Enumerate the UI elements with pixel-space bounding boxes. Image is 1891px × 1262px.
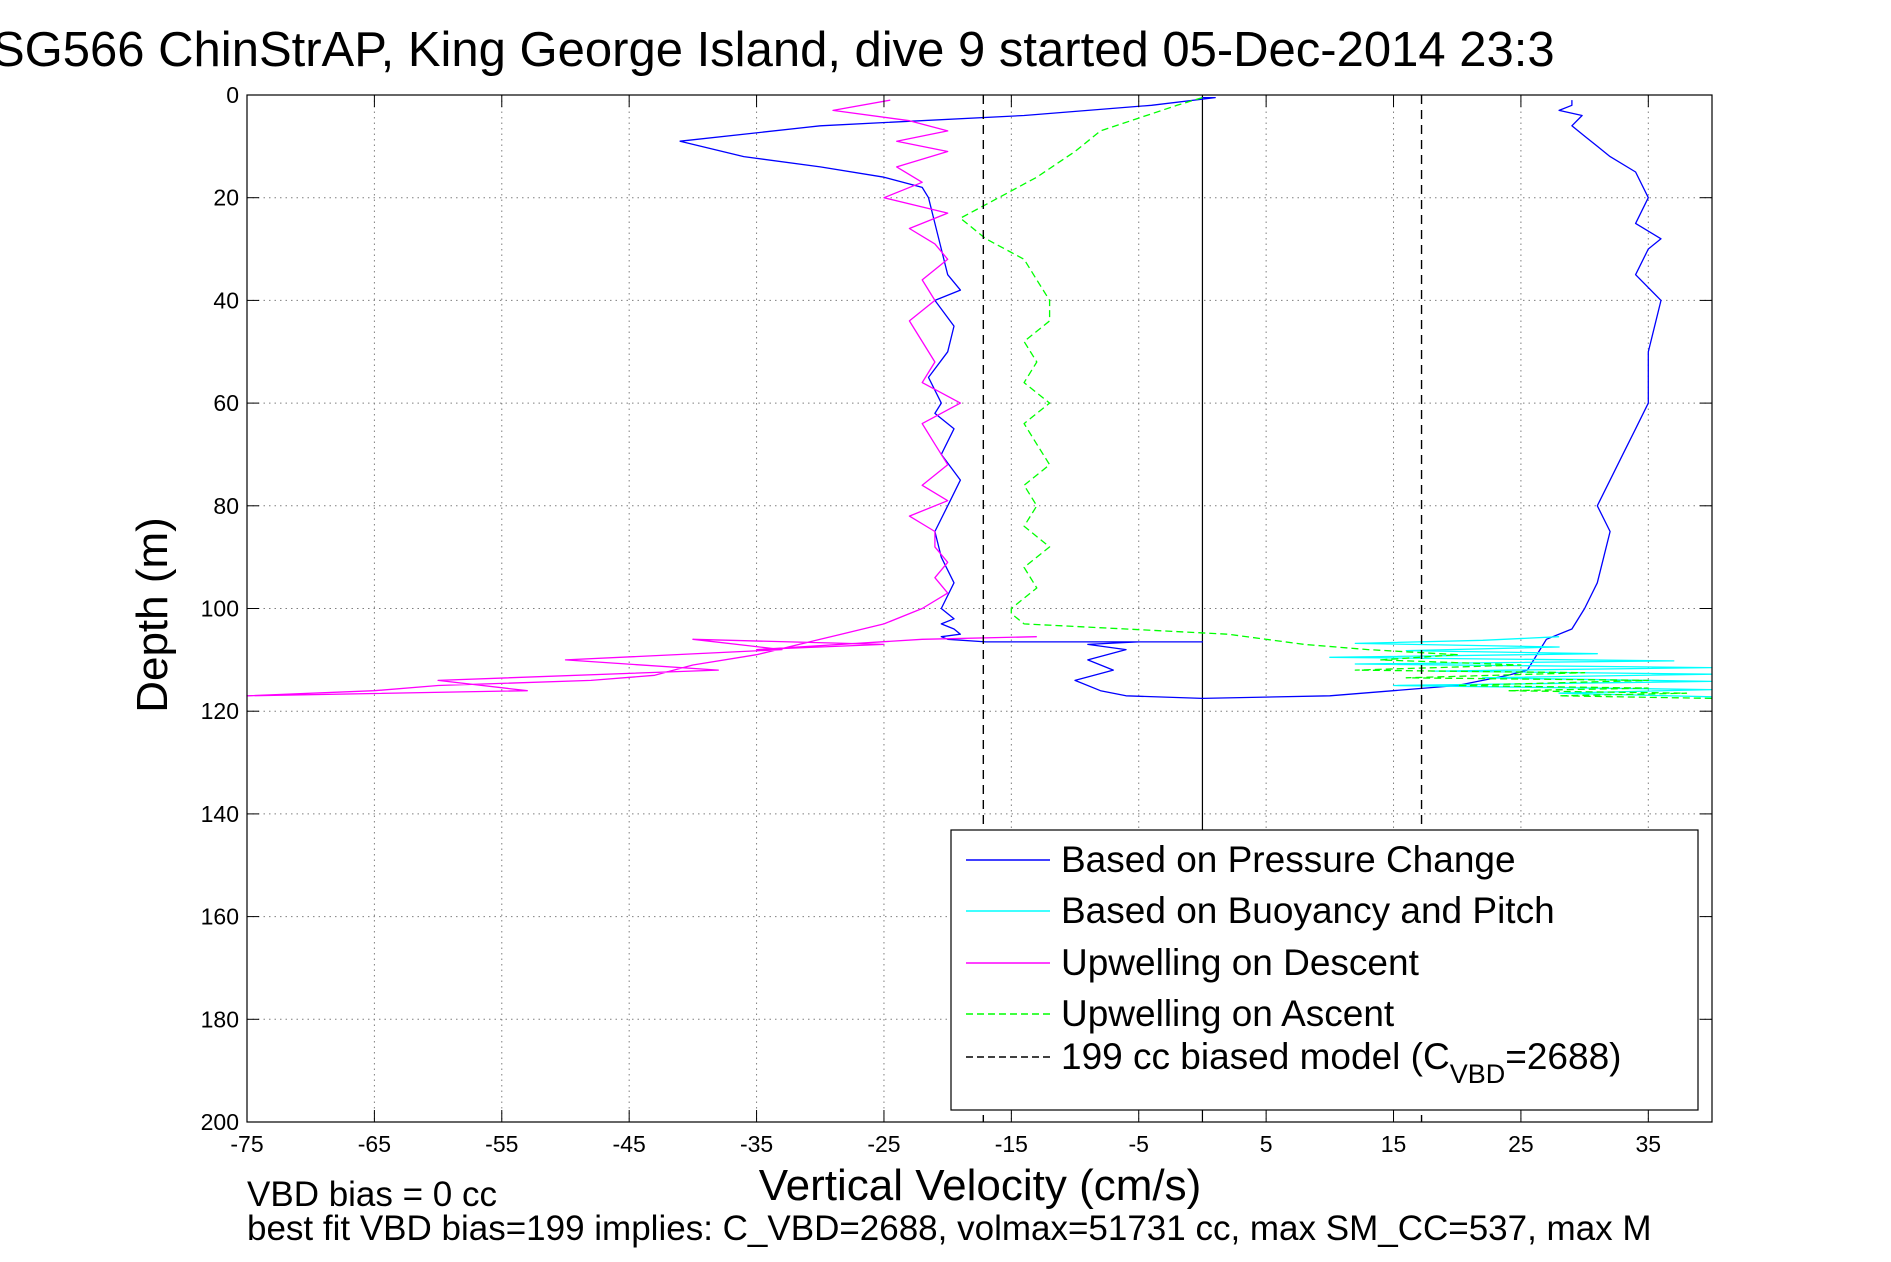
- series-upwelling-on-ascent: [959, 96, 1713, 700]
- y-tick-label: 180: [201, 1006, 239, 1032]
- footer-vbd-bias: VBD bias = 0 cc: [247, 1175, 497, 1214]
- series-upwelling-on-descent: [246, 99, 1037, 697]
- chart-title: SG566 ChinStrAP, King George Island, div…: [0, 23, 1555, 77]
- y-tick-label: 20: [213, 185, 239, 211]
- y-tick-label: 120: [201, 698, 239, 724]
- footer-best-fit: best fit VBD bias=199 implies: C_VBD=268…: [247, 1209, 1652, 1248]
- x-tick-label: 25: [1508, 1131, 1534, 1157]
- x-tick-label: 15: [1381, 1131, 1407, 1157]
- x-tick-label: 35: [1636, 1131, 1662, 1157]
- ticks: -75 -65 -55 -45 -35 -25 -15 -5 5 15 25 350204060801…: [201, 82, 1712, 1157]
- legend-label: Upwelling on Descent: [1061, 942, 1420, 983]
- y-tick-label: 80: [213, 493, 239, 519]
- legend-box: [950, 829, 1699, 1111]
- y-tick-label: 40: [213, 287, 239, 313]
- x-tick-label: -55: [485, 1131, 518, 1157]
- x-tick-label: -45: [613, 1131, 646, 1157]
- legend-label: Upwelling on Ascent: [1061, 993, 1395, 1034]
- y-axis-label: Depth (m): [128, 517, 177, 713]
- legend: Based on Pressure Change Based on Buoyanc…: [950, 829, 1699, 1111]
- x-tick-label: -25: [867, 1131, 900, 1157]
- y-tick-label: 200: [201, 1109, 239, 1135]
- y-tick-label: 160: [201, 904, 239, 930]
- legend-label: Based on Buoyancy and Pitch: [1061, 890, 1555, 931]
- series-based-on-pressure-change: [679, 96, 1662, 700]
- x-tick-label: -65: [358, 1131, 391, 1157]
- y-tick-label: 60: [213, 390, 239, 416]
- x-tick-label: 5: [1260, 1131, 1273, 1157]
- y-tick-label: 100: [201, 596, 239, 622]
- x-axis-label: Vertical Velocity (cm/s): [759, 1161, 1202, 1210]
- y-tick-label: 140: [201, 801, 239, 827]
- legend-label: Based on Pressure Change: [1061, 839, 1516, 880]
- y-tick-label: 0: [226, 82, 239, 108]
- legend-entries: Based on Pressure Change Based on Buoyanc…: [966, 839, 1621, 1089]
- series-based-on-buoyancy-and-pitch: [1329, 636, 1713, 698]
- x-tick-label: -75: [230, 1131, 263, 1157]
- x-tick-label: -5: [1129, 1131, 1149, 1157]
- x-tick-label: -15: [995, 1131, 1028, 1157]
- x-tick-label: -35: [740, 1131, 773, 1157]
